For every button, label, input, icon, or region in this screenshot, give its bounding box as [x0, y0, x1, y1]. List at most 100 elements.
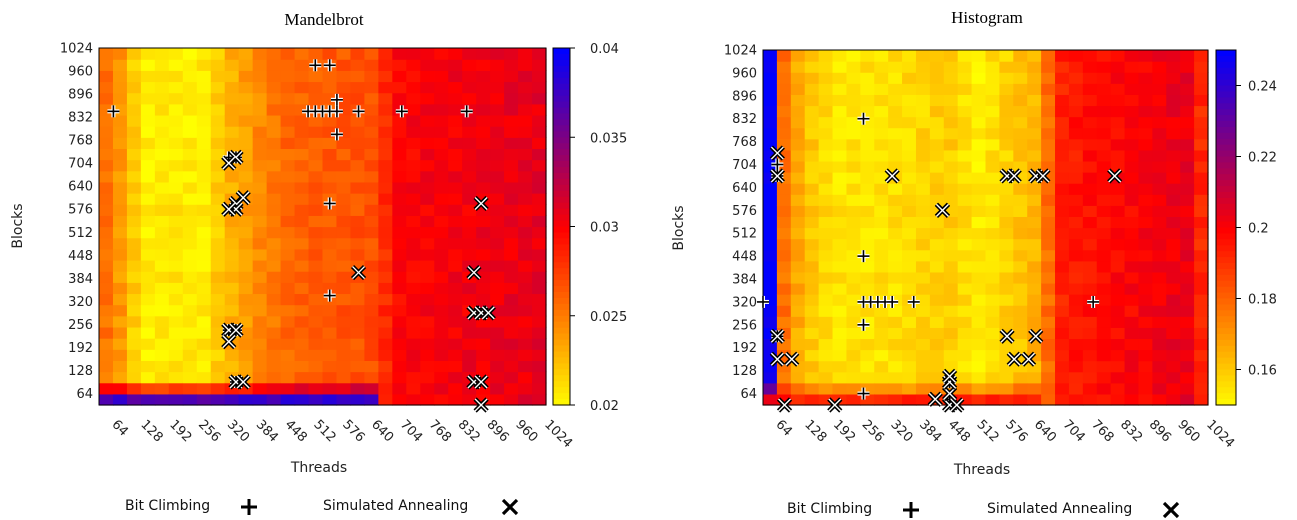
heatmap-cell	[1041, 127, 1056, 140]
heatmap-cell	[350, 48, 366, 60]
heatmap-cell	[336, 293, 352, 306]
heatmap-cell	[1194, 183, 1209, 195]
x-tick-label: 192	[166, 417, 194, 445]
heatmap-cell	[224, 170, 240, 183]
heatmap-cell	[532, 204, 547, 216]
heatmap-cell	[462, 338, 477, 350]
colorbar	[552, 47, 571, 406]
heatmap-cell	[971, 360, 987, 373]
heatmap-cell	[1096, 382, 1112, 395]
heatmap-cell	[1068, 227, 1084, 240]
heatmap-cell	[929, 282, 945, 295]
heatmap-cell	[846, 127, 861, 140]
heatmap-cell	[1180, 172, 1195, 184]
heatmap-cell	[804, 116, 820, 129]
heatmap-cell	[252, 304, 268, 317]
heatmap-cell	[832, 194, 848, 206]
heatmap-cell	[266, 159, 282, 172]
heatmap-cell	[860, 305, 875, 317]
heatmap-cell	[874, 160, 889, 173]
heatmap-cells	[763, 50, 1209, 406]
heatmap-cell	[790, 94, 806, 107]
heatmap-cell	[818, 227, 834, 240]
heatmap-cell	[1055, 360, 1070, 373]
heatmap-cell	[308, 304, 324, 317]
heatmap-cell	[832, 205, 848, 217]
heatmap-cell	[252, 326, 268, 339]
heatmap-cell	[378, 103, 393, 116]
heatmap-cell	[266, 248, 282, 261]
heatmap-cell	[1096, 349, 1112, 362]
heatmap-cell	[196, 315, 212, 328]
heatmap-cell	[518, 126, 533, 138]
heatmap-cell	[99, 226, 114, 239]
heatmap-cell	[392, 59, 407, 71]
heatmap-cell	[462, 70, 477, 83]
heatmap-cell	[434, 59, 449, 71]
heatmap-cell	[252, 159, 268, 172]
heatmap-cell	[490, 282, 505, 295]
heatmap-cell	[929, 238, 945, 251]
heatmap-cell	[490, 48, 505, 60]
heatmap-cell	[336, 59, 352, 71]
heatmap-cell	[1041, 294, 1056, 306]
heatmap-cell	[140, 304, 156, 317]
heatmap-cell	[874, 127, 889, 140]
heatmap-cell	[971, 216, 987, 229]
y-tick-label: 832	[732, 112, 757, 127]
heatmap-cell	[902, 227, 917, 240]
heatmap-cell	[999, 72, 1014, 84]
heatmap-cell	[1180, 260, 1195, 273]
heatmap-cell	[322, 282, 338, 295]
heatmap-cell	[392, 170, 407, 183]
heatmap-cell	[154, 360, 170, 373]
heatmap-cell	[1124, 72, 1140, 84]
heatmap-cell	[266, 170, 282, 183]
heatmap-cell	[336, 248, 352, 261]
heatmap-cell	[420, 360, 435, 373]
heatmap-cell	[957, 116, 973, 129]
heatmap-cell	[238, 159, 254, 172]
heatmap-cell	[860, 327, 875, 340]
heatmap-cell	[999, 116, 1014, 129]
heatmap-cell	[957, 305, 973, 317]
heatmap-cell	[266, 304, 282, 317]
heatmap-cell	[957, 282, 973, 295]
heatmap-cell	[929, 294, 945, 306]
heatmap-cell	[1152, 61, 1167, 73]
heatmap-cell	[364, 137, 379, 150]
heatmap-cell	[846, 238, 861, 251]
legend-label-bit-climbing: Bit Climbing	[125, 498, 210, 514]
heatmap-cell	[294, 304, 310, 317]
heatmap-cell	[504, 181, 519, 194]
heatmap-cell	[929, 116, 945, 129]
heatmap-cell	[1194, 172, 1209, 184]
heatmap-cell	[392, 70, 407, 83]
simulated-annealing-point	[473, 195, 489, 212]
heatmap-cell	[1110, 61, 1126, 73]
heatmap-cell	[434, 304, 449, 317]
heatmap-cell	[392, 237, 407, 250]
heatmap-cell	[763, 360, 778, 373]
heatmap-cell	[888, 360, 903, 373]
heatmap-cell	[929, 382, 945, 395]
heatmap-cell	[154, 215, 170, 228]
heatmap-cell	[1110, 216, 1126, 229]
heatmap-cell	[406, 338, 421, 350]
heatmap-cell	[518, 226, 533, 239]
heatmap-cell	[1152, 172, 1167, 184]
heatmap-cell	[1055, 305, 1070, 317]
heatmap-cell	[392, 315, 407, 328]
heatmap-cell	[874, 282, 889, 295]
heatmap-cell	[1138, 227, 1153, 240]
simulated-annealing-point	[235, 190, 251, 206]
heatmap-cell	[1166, 172, 1181, 184]
heatmap-cell	[406, 282, 421, 295]
heatmap-cell	[154, 271, 170, 283]
heatmap-cell	[266, 282, 282, 295]
heatmap-cell	[420, 148, 435, 161]
heatmap-cell	[1082, 393, 1098, 406]
heatmap-cell	[490, 293, 505, 306]
heatmap-cell	[112, 338, 128, 350]
colorbar-band	[553, 250, 570, 257]
